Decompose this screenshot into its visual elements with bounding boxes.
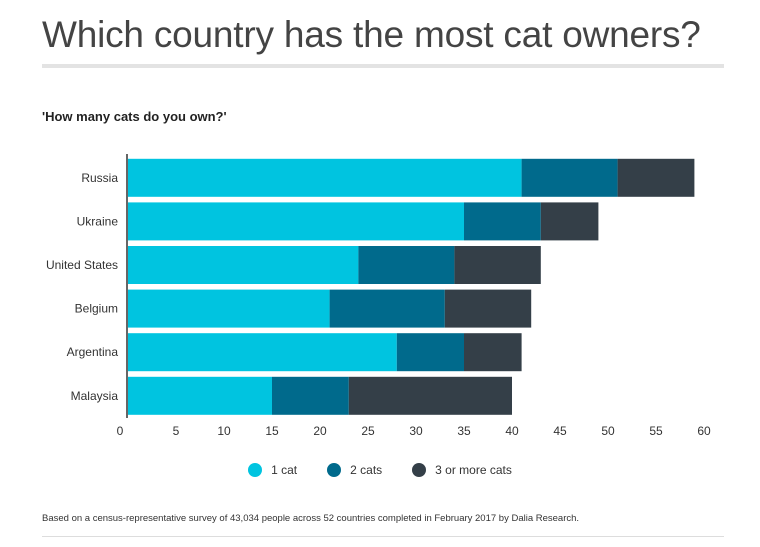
- bar-malaysia-1-cat: [128, 376, 272, 415]
- legend-label-1-cat: 1 cat: [271, 463, 298, 477]
- chart-subtitle: 'How many cats do you own?': [42, 109, 227, 124]
- legend-item-2-cats: 2 cats: [327, 463, 382, 477]
- x-tick-label: 25: [361, 424, 375, 438]
- legend-swatch-1-cat: [248, 463, 263, 477]
- legend-swatch-3-or-more-cats: [412, 463, 427, 477]
- bar-russia-3-or-more-cats: [617, 158, 695, 197]
- category-label-belgium: Belgium: [75, 302, 118, 316]
- x-tick-label: 60: [697, 424, 711, 438]
- x-tick-label: 55: [649, 424, 663, 438]
- x-tick-label: 20: [313, 424, 327, 438]
- bar-united-states-3-or-more-cats: [454, 246, 541, 284]
- category-label-ukraine: Ukraine: [77, 214, 119, 228]
- bar-argentina-2-cats: [396, 333, 464, 372]
- footer-divider: [42, 536, 724, 537]
- legend-label-2-cats: 2 cats: [350, 463, 383, 477]
- bar-belgium-2-cats: [329, 289, 445, 328]
- bar-argentina-1-cat: [128, 333, 397, 372]
- legend-label-3-or-more-cats: 3 or more cats: [435, 463, 512, 477]
- chart-legend: 1 cat 2 cats 3 or more cats: [0, 460, 760, 480]
- bar-ukraine-1-cat: [128, 202, 464, 241]
- legend-item-3-or-more-cats: 3 or more cats: [412, 463, 512, 477]
- bar-united-states-2-cats: [358, 246, 455, 284]
- title-divider: [42, 64, 724, 68]
- category-label-russia: Russia: [81, 171, 118, 185]
- bar-united-states-1-cat: [128, 246, 359, 284]
- legend-item-1-cat: 1 cat: [248, 463, 297, 477]
- category-label-malaysia: Malaysia: [71, 389, 119, 403]
- bar-belgium-3-or-more-cats: [444, 289, 532, 328]
- x-tick-label: 40: [505, 424, 519, 438]
- x-tick-label: 5: [173, 424, 180, 438]
- legend-swatch-2-cats: [327, 463, 342, 477]
- x-tick-label: 30: [409, 424, 423, 438]
- footnote: Based on a census-representative survey …: [42, 513, 580, 524]
- bar-malaysia-3-or-more-cats: [348, 376, 512, 415]
- x-tick-label: 35: [457, 424, 471, 438]
- x-tick-label: 10: [217, 424, 231, 438]
- bar-belgium-1-cat: [128, 289, 330, 328]
- chart-title: Which country has the most cat owners?: [42, 14, 701, 55]
- bar-malaysia-2-cats: [272, 376, 349, 415]
- bar-argentina-3-or-more-cats: [464, 333, 522, 372]
- x-tick-label: 50: [601, 424, 615, 438]
- x-tick-label: 0: [117, 424, 124, 438]
- bar-ukraine-3-or-more-cats: [540, 202, 599, 241]
- category-label-united-states: United States: [46, 258, 118, 272]
- bar-ukraine-2-cats: [464, 202, 541, 241]
- x-tick-label: 45: [553, 424, 567, 438]
- bar-russia-2-cats: [521, 158, 618, 197]
- category-label-argentina: Argentina: [67, 345, 119, 359]
- bar-russia-1-cat: [128, 158, 522, 197]
- x-tick-label: 15: [265, 424, 279, 438]
